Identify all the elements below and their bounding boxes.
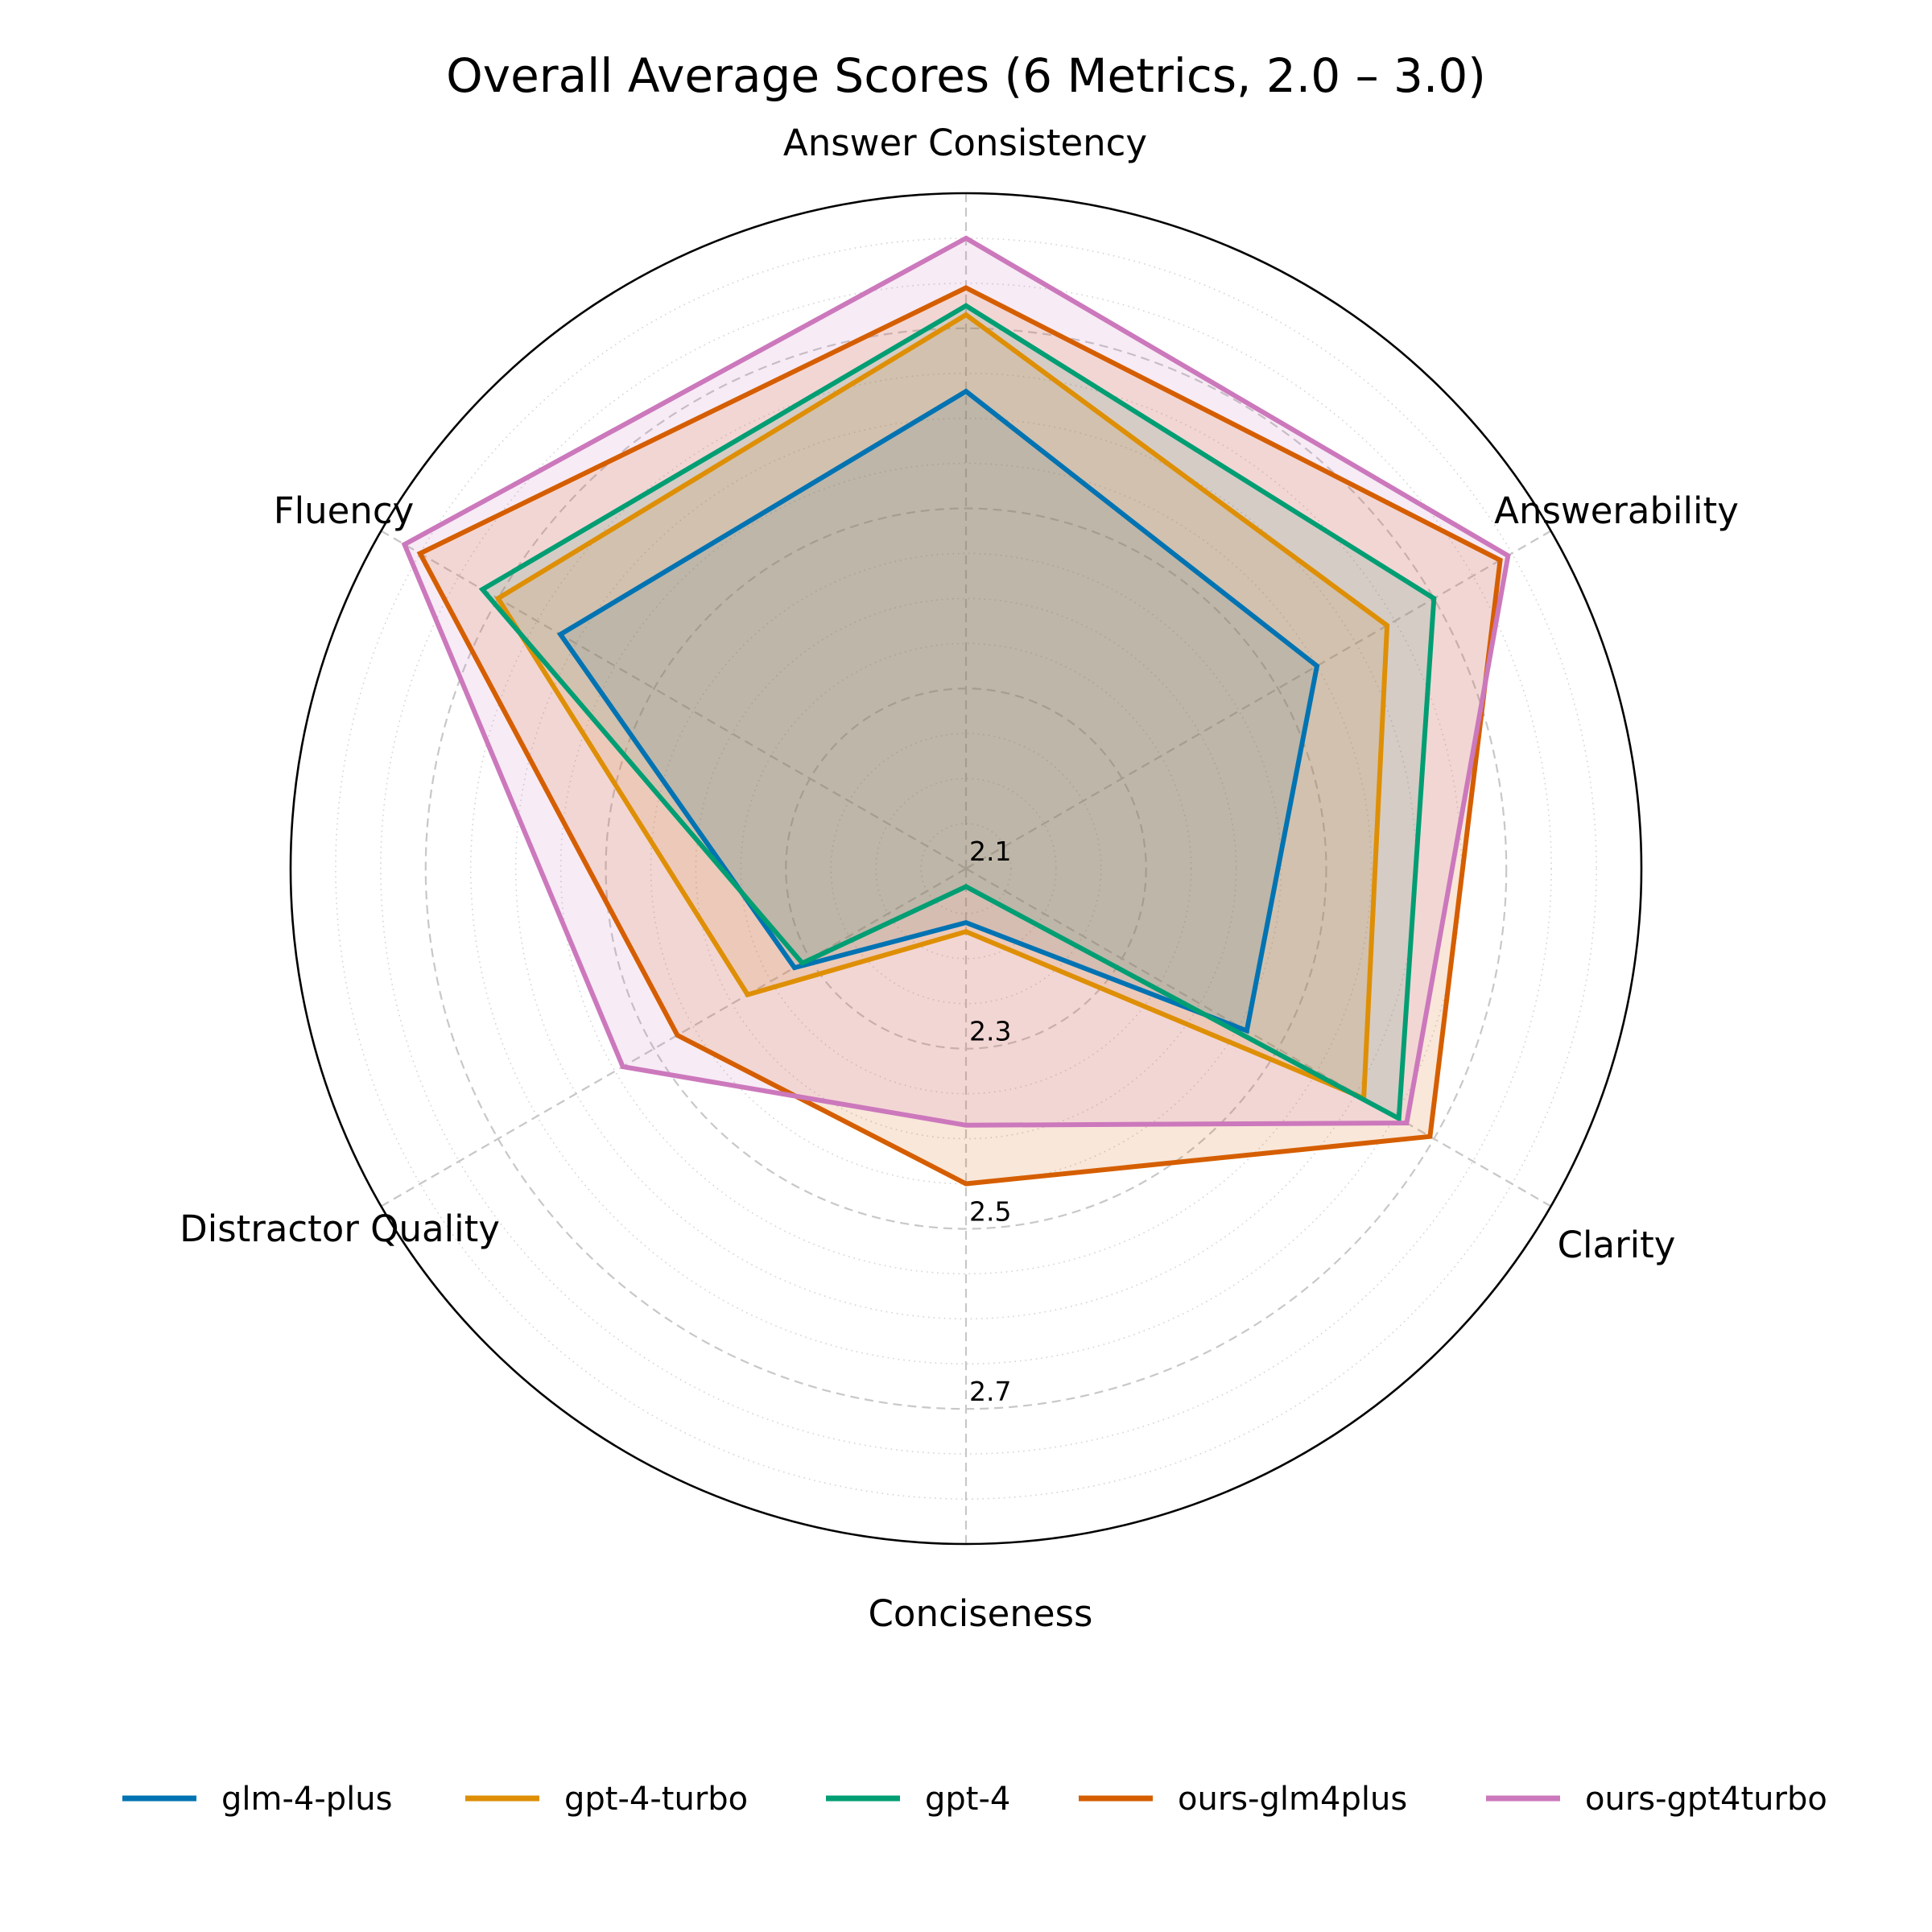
legend-label: glm-4-plus xyxy=(221,1781,392,1818)
axis-label-conciseness: Conciseness xyxy=(869,1592,1093,1635)
legend-item-gpt-4[interactable]: gpt-4 xyxy=(826,1781,1010,1818)
legend-item-gpt-4-turbo[interactable]: gpt-4-turbo xyxy=(465,1781,748,1818)
axis-label-distractor-quality: Distractor Quality xyxy=(180,1208,500,1250)
axis-label-answerability: Answerability xyxy=(1494,489,1739,532)
axis-spoke xyxy=(380,868,967,1208)
series-line-ours-gpt4turbo xyxy=(401,235,1511,1128)
axis-label-fluency: Fluency xyxy=(274,489,415,532)
series-line-glm-4-plus xyxy=(556,388,1320,1034)
legend-item-ours-gpt4turbo[interactable]: ours-gpt4turbo xyxy=(1486,1781,1827,1818)
axis-labels: Answer Consistency Answerability Clarity… xyxy=(180,122,1739,1635)
minor-ring xyxy=(875,778,1057,960)
legend-item-glm-4-plus[interactable]: glm-4-plus xyxy=(122,1781,392,1818)
major-ring xyxy=(605,507,1327,1230)
rtick-label: 2.1 xyxy=(969,836,1011,867)
axis-spoke xyxy=(380,530,967,869)
series-area-ours-gpt4turbo xyxy=(404,237,1509,1125)
series-lines xyxy=(401,235,1511,1187)
axis-spoke xyxy=(965,868,1552,1208)
axis-label-answer-consistency: Answer Consistency xyxy=(783,122,1147,164)
minor-ring xyxy=(740,642,1192,1095)
series-area-glm-4-plus xyxy=(560,391,1317,1031)
legend-label: ours-glm4plus xyxy=(1178,1781,1407,1818)
minor-ring xyxy=(920,823,1012,914)
axis-spokes xyxy=(380,193,1552,1544)
outer-frame xyxy=(289,192,1643,1546)
rtick-label: 2.5 xyxy=(969,1195,1011,1227)
series-area-gpt-4-turbo xyxy=(497,315,1388,1099)
axis-label-clarity: Clarity xyxy=(1558,1224,1676,1266)
legend-label: ours-gpt4turbo xyxy=(1585,1781,1827,1818)
legend-label: gpt-4-turbo xyxy=(564,1781,748,1818)
axis-spoke xyxy=(965,530,1552,869)
series-area-gpt-4 xyxy=(482,305,1435,1119)
legend: glm-4-plus gpt-4-turbo gpt-4 ours-glm4pl… xyxy=(122,1781,1827,1818)
series-line-ours-glm4plus xyxy=(416,285,1503,1187)
legend-item-ours-glm4plus[interactable]: ours-glm4plus xyxy=(1079,1781,1407,1818)
chart-title: Overall Average Scores (6 Metrics, 2.0 –… xyxy=(446,48,1486,103)
rtick-label: 2.7 xyxy=(969,1376,1011,1407)
series-fills xyxy=(404,237,1509,1184)
minor-ring xyxy=(559,462,1373,1275)
rtick-label: 2.3 xyxy=(969,1016,1011,1047)
series-line-gpt-4-turbo xyxy=(494,312,1390,1102)
legend-label: gpt-4 xyxy=(925,1781,1010,1818)
series-line-gpt-4 xyxy=(478,303,1437,1123)
radial-tick-labels: 2.1 2.3 2.5 2.7 xyxy=(969,836,1011,1407)
